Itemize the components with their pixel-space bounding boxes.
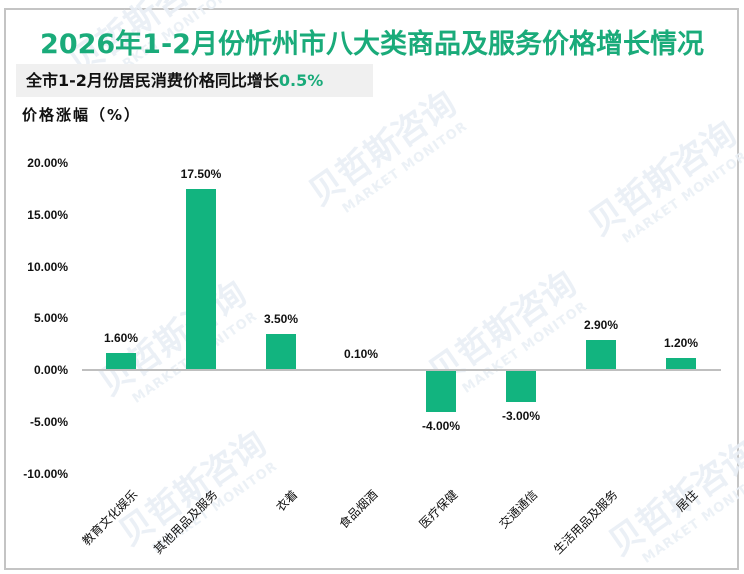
y-tick-label: -5.00% [29, 414, 68, 429]
data-label: 3.50% [263, 311, 299, 326]
y-tick-label: 15.00% [27, 207, 68, 222]
y-tick-label: -10.00% [23, 466, 68, 481]
subtitle-text: 全市1-2月份居民消费价格同比增长 [26, 71, 279, 90]
data-label: -4.00% [421, 419, 461, 434]
subtitle-value: 0.5% [278, 71, 324, 90]
bar [506, 371, 536, 403]
y-tick-label: 10.00% [27, 259, 68, 274]
data-label: 2.90% [583, 317, 619, 332]
bar [586, 339, 616, 370]
y-tick-label: 20.00% [27, 156, 68, 170]
chart-frame [4, 8, 739, 570]
subtitle-box: 全市1-2月份居民消费价格同比增长0.5% [16, 64, 373, 97]
data-label: 0.10% [343, 346, 379, 361]
data-label: -3.00% [501, 409, 541, 424]
bar [266, 333, 296, 370]
data-label: 1.60% [103, 331, 139, 346]
y-tick-label: 5.00% [33, 311, 68, 326]
y-tick-label: 0.00% [33, 363, 68, 377]
bar [106, 353, 136, 370]
chart-title: 2026年1-2月份忻州市八大类商品及服务价格增长情况 [40, 29, 704, 60]
x-axis-line [82, 369, 721, 371]
bar [666, 357, 696, 370]
bar [186, 188, 216, 370]
data-label: 1.20% [663, 335, 699, 350]
data-label: 17.50% [180, 166, 222, 181]
bar [426, 371, 456, 413]
y-axis-title: 价格涨幅（%） [22, 106, 142, 124]
